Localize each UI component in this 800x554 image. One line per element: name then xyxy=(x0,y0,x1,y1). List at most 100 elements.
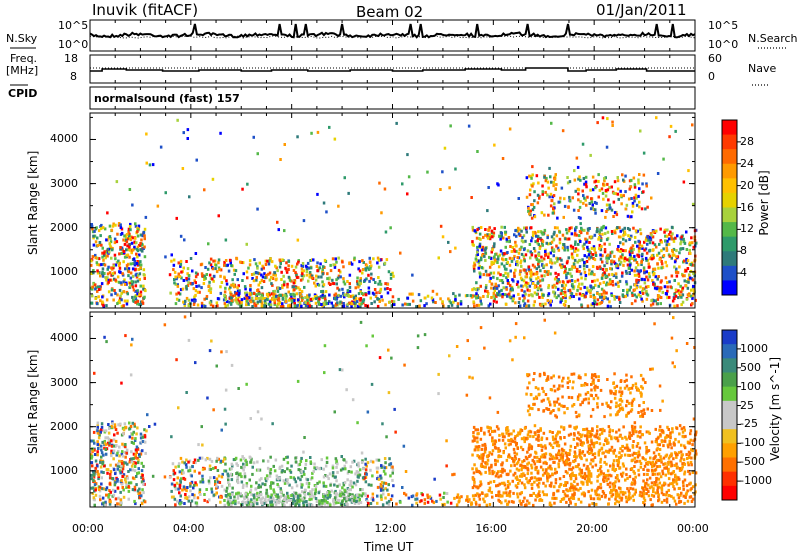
range-gate-cell xyxy=(535,267,538,271)
range-gate-cell xyxy=(260,286,264,290)
range-gate-cell xyxy=(682,426,686,430)
range-gate-cell xyxy=(127,227,131,231)
range-gate-cell xyxy=(631,487,635,491)
range-gate-cell xyxy=(682,237,685,241)
range-gate-cell xyxy=(96,263,99,267)
range-gate-cell xyxy=(332,282,336,286)
range-gate-cell xyxy=(113,277,116,281)
range-gate-cell xyxy=(117,449,120,453)
range-gate-cell xyxy=(306,261,310,265)
range-gate-cell xyxy=(633,199,636,203)
range-gate-cell xyxy=(572,295,575,298)
range-gate-cell xyxy=(525,285,529,289)
range-gate-cell xyxy=(99,299,102,303)
range-gate-cell xyxy=(646,462,650,466)
range-gate-cell xyxy=(610,435,613,439)
range-gate-cell xyxy=(239,472,242,476)
range-gate-cell xyxy=(209,291,212,294)
range-gate-cell xyxy=(599,257,603,261)
range-gate-cell xyxy=(575,233,578,237)
range-gate-cell xyxy=(115,444,118,447)
range-gate-cell xyxy=(477,287,480,291)
range-gate-cell xyxy=(584,434,587,438)
range-gate-cell xyxy=(638,446,642,450)
range-gate-cell xyxy=(653,267,657,271)
range-gate-cell xyxy=(630,268,633,272)
range-gate-cell xyxy=(107,290,111,294)
range-gate-cell xyxy=(93,453,97,456)
range-gate-cell xyxy=(343,176,346,180)
range-gate-cell xyxy=(224,462,227,466)
range-gate-cell xyxy=(317,491,321,495)
range-gate-cell xyxy=(358,283,361,287)
range-gate-cell xyxy=(633,481,637,485)
range-gate-cell xyxy=(618,262,622,266)
range-gate-cell xyxy=(208,261,211,265)
range-gate-cell xyxy=(302,219,306,223)
range-gate-cell xyxy=(293,299,296,302)
range-gate-cell xyxy=(264,479,268,483)
range-gate-cell xyxy=(662,247,665,251)
range-gate-cell xyxy=(366,499,369,503)
range-gate-cell xyxy=(542,461,545,465)
range-gate-cell xyxy=(611,280,614,283)
range-gate-cell xyxy=(608,203,611,207)
range-gate-cell xyxy=(585,238,589,242)
range-gate-cell xyxy=(556,257,560,261)
range-gate-cell xyxy=(546,234,549,238)
range-gate-cell xyxy=(361,488,364,492)
range-gate-cell xyxy=(502,491,505,495)
range-gate-cell xyxy=(576,288,579,292)
range-gate-cell xyxy=(136,234,140,238)
range-gate-cell xyxy=(271,283,274,287)
range-gate-cell xyxy=(441,170,444,174)
range-gate-cell xyxy=(689,252,692,255)
range-gate-cell xyxy=(535,174,539,178)
range-gate-cell xyxy=(108,242,111,246)
range-gate-cell xyxy=(103,227,107,231)
range-gate-cell xyxy=(605,291,608,295)
range-gate-cell xyxy=(578,433,581,437)
range-gate-cell xyxy=(555,456,559,460)
range-gate-cell xyxy=(307,295,310,299)
range-gate-cell xyxy=(680,456,683,460)
range-gate-cell xyxy=(287,259,291,263)
range-gate-cell xyxy=(123,478,127,482)
range-gate-cell xyxy=(449,124,452,128)
range-gate-cell xyxy=(610,250,614,254)
range-gate-cell xyxy=(272,290,275,294)
range-gate-cell xyxy=(92,271,95,275)
range-gate-cell xyxy=(638,291,642,295)
range-gate-cell xyxy=(619,260,623,264)
range-gate-cell xyxy=(268,271,272,275)
range-gate-cell xyxy=(528,289,531,293)
range-gate-cell xyxy=(326,493,330,497)
range-gate-cell xyxy=(194,281,197,285)
range-gate-cell xyxy=(139,284,142,288)
range-gate-cell xyxy=(603,264,606,268)
range-gate-cell xyxy=(526,450,529,454)
range-gate-cell xyxy=(686,440,690,444)
range-gate-cell xyxy=(284,297,288,300)
range-gate-cell xyxy=(106,211,109,215)
range-gate-cell xyxy=(650,254,654,258)
range-gate-cell xyxy=(362,261,365,264)
range-gate-cell xyxy=(369,459,373,463)
range-gate-cell xyxy=(550,235,554,239)
range-gate-cell xyxy=(654,299,657,303)
range-gate-cell xyxy=(121,486,124,489)
range-gate-cell xyxy=(540,448,544,452)
range-gate-cell xyxy=(106,276,109,280)
range-gate-cell xyxy=(355,470,359,474)
range-gate-cell xyxy=(691,278,695,282)
range-gate-cell xyxy=(628,256,631,260)
range-gate-cell xyxy=(297,303,300,307)
range-gate-cell xyxy=(507,455,510,459)
range-gate-cell xyxy=(266,298,269,302)
range-gate-cell xyxy=(357,285,360,289)
range-gate-cell xyxy=(341,260,344,264)
range-gate-cell xyxy=(472,287,476,291)
range-gate-cell xyxy=(176,476,179,480)
range-gate-cell xyxy=(174,487,178,491)
range-gate-cell xyxy=(129,481,133,485)
